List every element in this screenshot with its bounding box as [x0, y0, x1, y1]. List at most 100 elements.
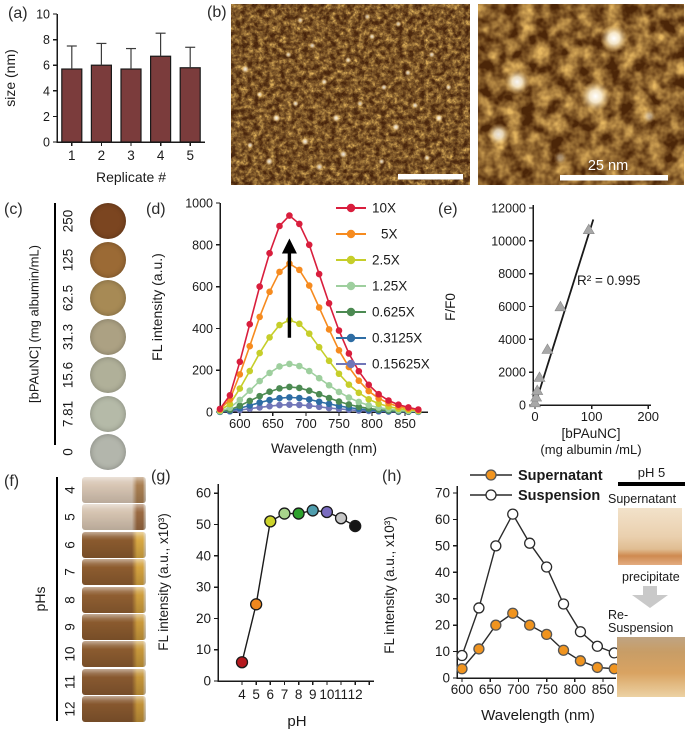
- svg-text:[bPAuNC]: [bPAuNC]: [561, 426, 620, 441]
- svg-text:30: 30: [435, 591, 450, 606]
- svg-text:pH: pH: [287, 713, 306, 730]
- well-photo: [90, 280, 126, 316]
- scale-bar: [560, 175, 668, 181]
- well-row: 7.81: [0, 395, 140, 434]
- panel-c-label: (c): [4, 201, 23, 218]
- ph-value-label: 4: [62, 486, 78, 494]
- svg-text:650: 650: [479, 682, 502, 697]
- svg-text:4: 4: [157, 148, 165, 163]
- ph-tube-photo: [82, 696, 146, 723]
- svg-text:6000: 6000: [498, 300, 526, 314]
- panel-f-axis-label: pHs: [32, 586, 48, 612]
- svg-text:Wavelength (nm): Wavelength (nm): [481, 707, 595, 724]
- well-photo: [90, 241, 126, 278]
- svg-text:70: 70: [435, 485, 450, 500]
- svg-text:R² = 0.995: R² = 0.995: [577, 273, 640, 288]
- svg-text:0.15625X: 0.15625X: [372, 357, 430, 372]
- well-concentration-label: 15.6: [60, 361, 76, 389]
- panel-f-label: (f): [4, 473, 20, 490]
- svg-text:5: 5: [186, 148, 194, 163]
- well-concentration-label: 0: [60, 448, 76, 456]
- svg-text:750: 750: [535, 682, 558, 697]
- svg-text:700: 700: [295, 416, 317, 431]
- panel-f-axis-line: [56, 477, 58, 721]
- side-precipitate-label: precipitate: [622, 570, 680, 584]
- svg-text:10: 10: [435, 644, 450, 659]
- svg-text:4000: 4000: [498, 333, 526, 347]
- svg-text:2000: 2000: [498, 366, 526, 380]
- svg-text:0: 0: [203, 674, 211, 689]
- well-concentration-label: 7.81: [60, 400, 76, 427]
- svg-text:30: 30: [196, 580, 211, 595]
- ph-value-label: 10: [62, 646, 78, 662]
- svg-text:Replicate #: Replicate #: [96, 169, 166, 185]
- svg-text:6: 6: [267, 687, 275, 702]
- svg-text:10: 10: [319, 687, 334, 702]
- afm-image-zoom: 25 nm: [478, 4, 684, 185]
- svg-text:600: 600: [229, 416, 251, 431]
- svg-text:2: 2: [98, 148, 106, 163]
- well-row: 15.6: [0, 356, 140, 395]
- supernatant-suspension-chart-svg: 0 10 20 30 40 50 60 70 600 650 700 750 800 850 Superna…: [382, 468, 620, 724]
- supernatant-photo: [618, 508, 682, 565]
- side-title-underline: [618, 482, 685, 486]
- panel-g-ph-chart: 0 10 20 30 40 50 60 4 5 6 7 8 9 10 11 12 pH FL intensity …: [150, 460, 382, 740]
- svg-text:7: 7: [281, 687, 289, 702]
- ph-value-label: 9: [62, 623, 78, 631]
- panel-e-calibration-chart: 0 2000 4000 6000 8000 10000 12000 0 100 200 R² = 0…: [425, 195, 685, 468]
- svg-text:600: 600: [192, 280, 213, 294]
- panel-e-label: (e): [438, 201, 458, 218]
- ph-tube-photo: [82, 586, 146, 613]
- svg-text:12000: 12000: [491, 202, 526, 216]
- svg-text:5X: 5X: [381, 227, 398, 242]
- well-photo: [90, 318, 126, 355]
- scale-bar-label: 25 nm: [588, 158, 628, 174]
- svg-text:1.25X: 1.25X: [372, 279, 407, 294]
- svg-text:700: 700: [507, 682, 530, 697]
- resuspension-photo: [617, 637, 685, 697]
- side-ph5-title: pH 5: [637, 465, 666, 480]
- svg-text:0.625X: 0.625X: [372, 305, 415, 320]
- svg-text:850: 850: [592, 682, 615, 697]
- ph-tube-photo: [82, 531, 146, 558]
- well-row: 250: [0, 202, 140, 241]
- svg-text:10000: 10000: [491, 234, 526, 248]
- well-concentration-label: 125: [60, 248, 76, 271]
- svg-text:0: 0: [519, 399, 526, 413]
- well-photo: [90, 357, 126, 393]
- panel-a-size-bar-chart: 0 2 4 6 8 10 1 2 3 4 5 Replicate # size (nm): [2, 2, 208, 199]
- afm-noise-dark: [231, 4, 470, 185]
- svg-text:Suspension: Suspension: [518, 488, 600, 504]
- panel-d-spectra-chart: 0 200 400 600 800 1000 600 650 700 750 800 850 10X 5X…: [140, 195, 460, 468]
- svg-text:100: 100: [581, 409, 603, 424]
- calibration-chart-svg: 0 2000 4000 6000 8000 10000 12000 0 100 200 R² = 0…: [443, 202, 659, 458]
- svg-text:0: 0: [531, 409, 538, 424]
- svg-text:50: 50: [196, 517, 211, 532]
- well-row: 125: [0, 241, 140, 280]
- svg-text:20: 20: [196, 611, 211, 626]
- svg-text:8000: 8000: [498, 267, 526, 281]
- afm-image-wide: [231, 4, 470, 185]
- svg-text:0: 0: [206, 406, 213, 420]
- ph-tube-photo: [82, 641, 146, 668]
- well-concentration-label: 250: [60, 209, 76, 233]
- well-photo: [90, 203, 126, 239]
- svg-text:10X: 10X: [372, 201, 396, 216]
- svg-text:size (nm): size (nm): [2, 49, 18, 107]
- side-re-label: Re-: [608, 608, 629, 622]
- ph-tube-photo: [82, 668, 146, 695]
- panel-g-label: (g): [151, 468, 171, 485]
- svg-text:60: 60: [196, 486, 211, 501]
- svg-text:650: 650: [262, 416, 284, 431]
- ph-value-label: 11: [62, 674, 78, 689]
- svg-text:0: 0: [442, 671, 450, 686]
- well-row: 62.5: [0, 279, 140, 318]
- panel-a-label: (a): [8, 5, 28, 22]
- spectra-chart-svg: 0 200 400 600 800 1000 600 650 700 750 800 850 10X 5X…: [149, 197, 430, 457]
- svg-text:(mg albumin /mL): (mg albumin /mL): [540, 442, 641, 457]
- ph-tube-photo: [82, 504, 146, 531]
- scale-bar: [398, 174, 463, 180]
